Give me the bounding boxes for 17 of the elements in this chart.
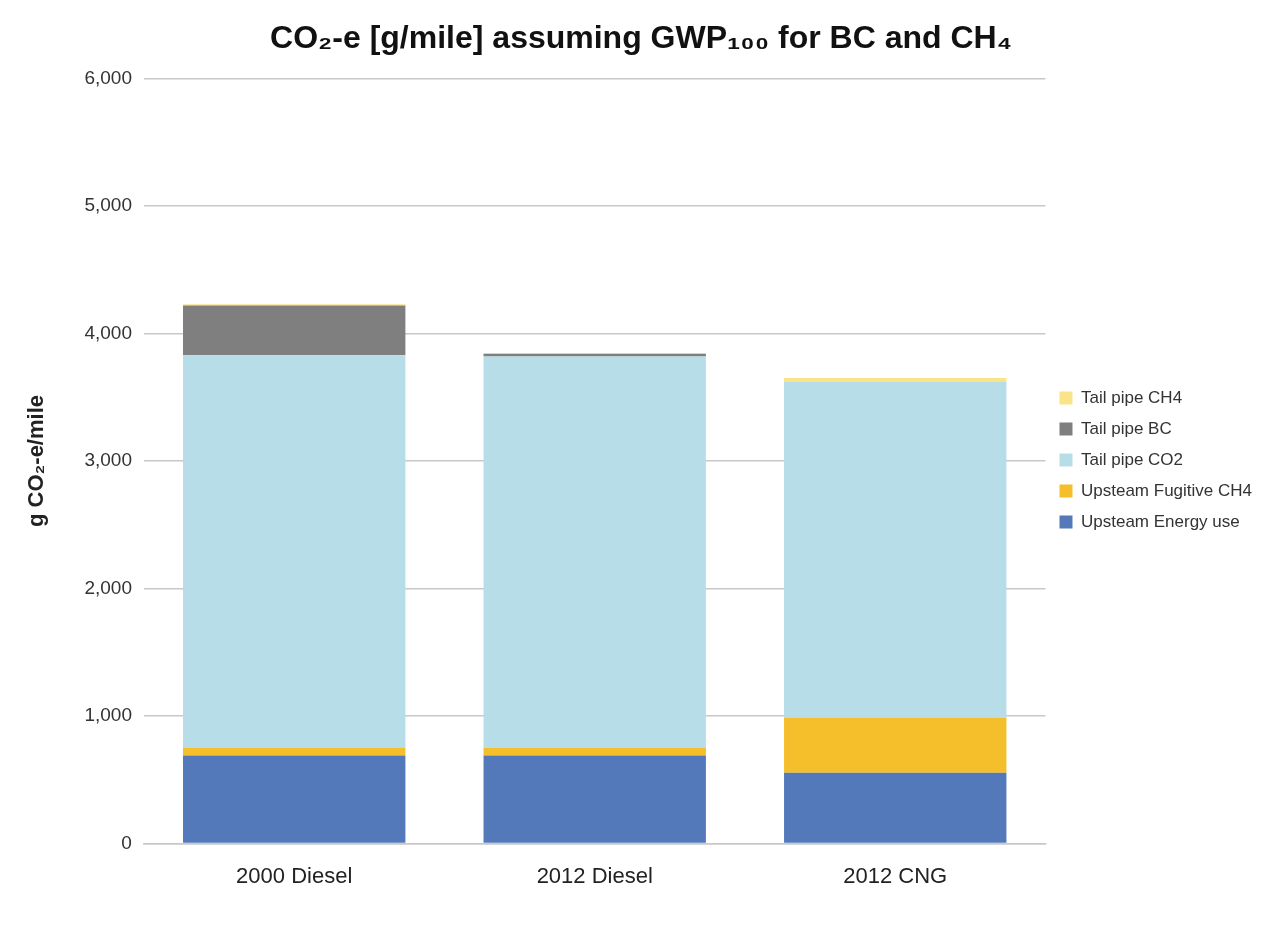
y-tick-label: 4,000	[84, 321, 132, 343]
legend-label: Tail pipe CO2	[1081, 449, 1184, 469]
legend-label: Upsteam Energy use	[1081, 511, 1240, 531]
x-tick-label: 2012 CNG	[843, 862, 948, 888]
y-tick-label: 3,000	[84, 449, 132, 471]
y-axis-title: g CO₂-e/mile	[23, 394, 49, 528]
legend-label: Tail pipe CH4	[1081, 387, 1183, 407]
y-tick-label: 0	[121, 831, 132, 853]
x-tick-label: 2000 Diesel	[236, 862, 353, 888]
chart-title: CO₂-e [g/mile] assuming GWP₁₀₀ for BC and CH₄	[270, 19, 1012, 56]
y-tick-label: 5,000	[84, 194, 132, 216]
y-tick-label: 2,000	[84, 576, 132, 598]
y-tick-label: 1,000	[84, 704, 132, 726]
legend-label: Upsteam Fugitive CH4	[1081, 480, 1253, 500]
legend-label: Tail pipe BC	[1081, 418, 1172, 438]
y-tick-label: 6,000	[84, 66, 132, 88]
x-tick-label: 2012 Diesel	[536, 862, 653, 888]
